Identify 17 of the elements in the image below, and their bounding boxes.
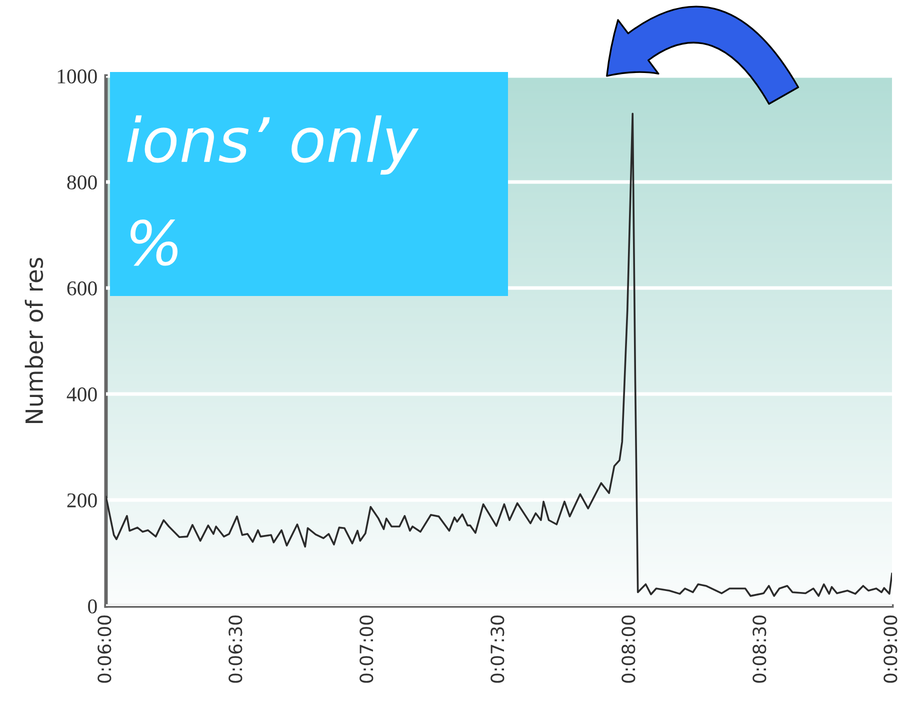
y-tick-label: 0 [88, 599, 97, 614]
line-series [106, 112, 892, 597]
x-tick-label: 0:09:00 [884, 616, 898, 683]
x-tick-label: 0:06:00 [98, 616, 112, 683]
y-tick-label: 400 [66, 387, 97, 402]
x-tick-label: 0:06:30 [228, 616, 242, 683]
y-axis-title: Number of res [24, 258, 44, 423]
annotation: % [130, 220, 178, 266]
y-tick-label: 1000 [58, 69, 97, 84]
x-tick-label: 0:07:30 [490, 616, 504, 683]
x-tick-label: 0:07:00 [360, 616, 374, 683]
y-tick-label: 600 [67, 281, 97, 296]
x-tick-label: 0:08:30 [752, 616, 766, 683]
y-tick-label: 800 [67, 175, 97, 190]
y-tick-label: 200 [67, 493, 97, 508]
annotation: ions’ only [127, 115, 419, 175]
x-tick-label: 0:08:00 [622, 616, 636, 683]
